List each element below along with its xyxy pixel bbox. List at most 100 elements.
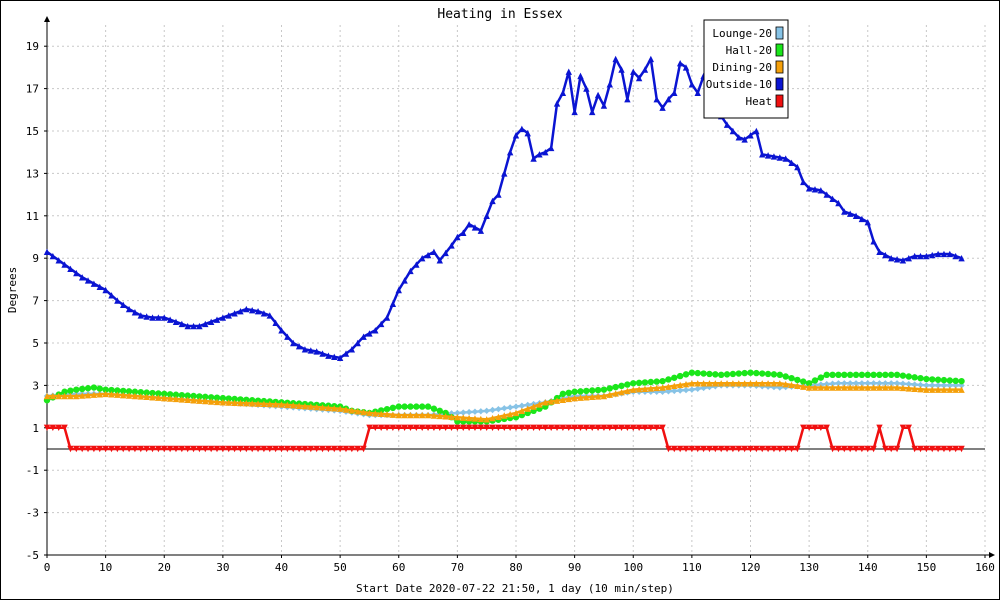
data-point-dining-20 xyxy=(870,384,877,391)
data-point-outside-10 xyxy=(436,257,443,264)
data-point-hall-20 xyxy=(377,407,385,414)
data-point-hall-20 xyxy=(395,403,402,410)
data-point-heat xyxy=(542,424,549,431)
data-point-dining-20 xyxy=(331,405,338,412)
data-point-dining-20 xyxy=(313,403,320,411)
data-point-outside-10 xyxy=(618,66,625,73)
data-point-dining-20 xyxy=(671,382,678,390)
data-point-heat xyxy=(940,445,948,453)
data-point-dining-20 xyxy=(301,402,309,410)
data-point-heat xyxy=(794,445,801,453)
data-point-dining-20 xyxy=(712,380,719,387)
data-point-hall-20 xyxy=(753,369,760,377)
data-point-dining-20 xyxy=(565,395,572,403)
data-point-dining-20 xyxy=(377,410,385,418)
data-point-hall-20 xyxy=(858,371,866,378)
data-point-dining-20 xyxy=(336,405,344,412)
data-point-dining-20 xyxy=(454,414,461,421)
data-point-outside-10 xyxy=(266,312,273,319)
data-point-lounge-20 xyxy=(946,382,954,389)
series-layer xyxy=(43,55,965,453)
data-point-hall-20 xyxy=(846,371,854,378)
data-point-hall-20 xyxy=(161,390,168,398)
data-point-outside-10 xyxy=(759,151,766,158)
data-point-heat xyxy=(676,445,684,453)
data-point-outside-10 xyxy=(917,252,924,260)
data-point-dining-20 xyxy=(483,416,490,423)
data-point-heat xyxy=(96,445,103,453)
data-point-outside-10 xyxy=(102,286,109,294)
data-point-hall-20 xyxy=(213,394,221,401)
y-tick-label: -5 xyxy=(26,549,39,562)
data-point-dining-20 xyxy=(817,384,825,391)
data-point-outside-10 xyxy=(864,218,871,226)
data-point-outside-10 xyxy=(536,151,543,158)
data-point-hall-20 xyxy=(946,377,954,384)
data-point-dining-20 xyxy=(184,396,191,404)
data-point-heat xyxy=(377,424,385,431)
data-point-outside-10 xyxy=(788,159,795,166)
data-point-dining-20 xyxy=(424,411,432,419)
data-point-outside-10 xyxy=(366,330,373,337)
data-point-heat xyxy=(688,445,696,453)
data-point-dining-20 xyxy=(811,384,819,391)
data-point-heat xyxy=(618,424,625,431)
y-tick-label: 15 xyxy=(26,125,39,138)
data-point-lounge-20 xyxy=(929,382,936,389)
data-point-outside-10 xyxy=(108,292,115,299)
data-point-heat xyxy=(336,445,344,453)
data-point-dining-20 xyxy=(231,399,238,406)
data-point-heat xyxy=(852,445,860,453)
data-point-heat xyxy=(73,445,80,453)
data-point-outside-10 xyxy=(225,312,232,319)
data-point-heat xyxy=(835,445,842,453)
data-point-hall-20 xyxy=(61,388,68,395)
data-point-dining-20 xyxy=(952,386,959,393)
data-point-dining-20 xyxy=(43,392,51,400)
data-point-hall-20 xyxy=(190,392,197,400)
data-point-heat xyxy=(290,445,297,453)
data-point-dining-20 xyxy=(84,391,92,399)
data-point-heat xyxy=(84,445,92,453)
data-point-outside-10 xyxy=(911,252,918,260)
data-point-heat xyxy=(934,445,942,453)
y-tick-label: 1 xyxy=(32,422,39,435)
data-point-dining-20 xyxy=(723,380,731,387)
data-point-heat xyxy=(923,445,930,453)
data-point-outside-10 xyxy=(377,320,385,328)
data-point-outside-10 xyxy=(84,277,92,284)
data-point-outside-10 xyxy=(395,286,402,294)
y-tick-label: 13 xyxy=(26,167,39,180)
data-point-outside-10 xyxy=(876,248,883,256)
data-point-hall-20 xyxy=(600,386,608,393)
data-point-dining-20 xyxy=(49,392,57,400)
data-point-outside-10 xyxy=(360,333,367,340)
data-point-outside-10 xyxy=(61,261,68,268)
data-point-lounge-20 xyxy=(501,405,508,412)
data-point-dining-20 xyxy=(512,409,520,417)
legend-label-outside-10: Outside-10 xyxy=(706,78,772,91)
data-point-heat xyxy=(137,445,144,453)
data-point-outside-10 xyxy=(471,224,479,231)
data-point-heat xyxy=(43,424,51,431)
data-point-heat xyxy=(442,424,449,431)
data-point-heat xyxy=(682,445,690,453)
data-point-dining-20 xyxy=(682,380,690,388)
data-point-heat xyxy=(899,424,907,431)
data-point-hall-20 xyxy=(800,378,807,385)
data-point-dining-20 xyxy=(501,412,508,419)
data-point-outside-10 xyxy=(166,316,174,323)
data-point-heat xyxy=(102,445,109,453)
data-point-lounge-20 xyxy=(671,387,678,395)
data-point-outside-10 xyxy=(114,297,121,304)
data-point-heat xyxy=(659,424,666,431)
data-point-outside-10 xyxy=(184,322,191,330)
data-point-dining-20 xyxy=(202,397,209,405)
data-point-outside-10 xyxy=(899,257,907,264)
data-point-outside-10 xyxy=(407,267,414,275)
data-point-dining-20 xyxy=(143,393,150,401)
data-point-outside-10 xyxy=(307,347,315,354)
data-point-outside-10 xyxy=(424,251,432,259)
data-point-outside-10 xyxy=(841,208,848,215)
